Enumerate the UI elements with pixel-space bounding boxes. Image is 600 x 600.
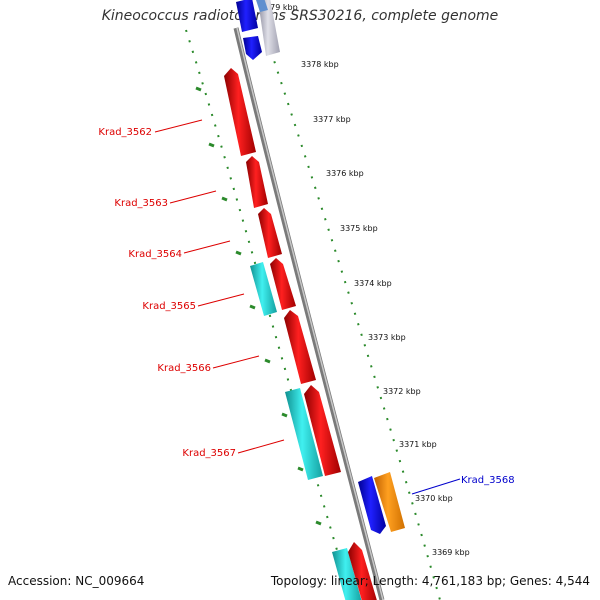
tick-label: 3371 kbp: [399, 440, 437, 449]
gene-krad-3564[interactable]: [258, 208, 282, 258]
tick-label: 3378 kbp: [301, 60, 339, 69]
gene-top-blue[interactable]: [236, 0, 262, 60]
gene-label-krad-3567[interactable]: Krad_3567: [182, 448, 236, 459]
outer-ruler-track: [185, 29, 353, 600]
genome-backbone: [233, 27, 385, 600]
tick-label: 3376 kbp: [326, 169, 364, 178]
gene-label-krad-3564[interactable]: Krad_3564: [128, 249, 182, 260]
tick-label: 3374 kbp: [354, 279, 392, 288]
gene-label-krad-3563[interactable]: Krad_3563: [114, 198, 168, 209]
outer-ruler-ticks: [195, 86, 322, 526]
tick-label: 3372 kbp: [383, 387, 421, 396]
tick-label: 3379 kbp: [260, 3, 298, 12]
gene-krad-3563[interactable]: [246, 156, 268, 208]
gene-krad-3567[interactable]: [285, 388, 323, 480]
gene-krad-3568[interactable]: [374, 472, 405, 532]
gene-bottom-red[interactable]: [348, 542, 378, 600]
gene-krad-3565[interactable]: [250, 262, 277, 316]
label-leader-lines: [154, 119, 461, 495]
gene-krad-3568-blue[interactable]: [358, 476, 386, 534]
gene-label-krad-3565[interactable]: Krad_3565: [142, 301, 196, 312]
tick-labels: 3379 kbp 3378 kbp 3377 kbp 3376 kbp 3375…: [260, 3, 470, 557]
tick-label: 3370 kbp: [415, 494, 453, 503]
gene-bottom-cyan[interactable]: [332, 548, 362, 600]
gene-krad-3562[interactable]: [224, 68, 256, 156]
accession-text: Accession: NC_009664: [8, 574, 145, 588]
gene-label-krad-3566[interactable]: Krad_3566: [157, 363, 211, 374]
tick-label: 3377 kbp: [313, 115, 351, 124]
gene-krad-3566[interactable]: [284, 310, 316, 384]
gene-label-krad-3568[interactable]: Krad_3568: [461, 475, 515, 486]
genome-summary-text: Topology: linear; Length: 4,761,183 bp; …: [270, 574, 590, 588]
gene-label-krad-3562[interactable]: Krad_3562: [98, 127, 152, 138]
inner-ruler-track: [263, 29, 441, 600]
genome-title: Kineococcus radiotolerans SRS30216, comp…: [101, 8, 499, 24]
gene-krad-3567-red[interactable]: [304, 385, 341, 476]
tick-label: 3369 kbp: [432, 548, 470, 557]
genome-backbone-highlight: [236, 27, 384, 600]
gene-krad-3565-adj[interactable]: [270, 258, 296, 310]
tick-label: 3373 kbp: [368, 333, 406, 342]
tick-label: 3375 kbp: [340, 224, 378, 233]
gene-top-grey[interactable]: [258, 0, 280, 56]
gene-top-steel[interactable]: [256, 0, 268, 12]
